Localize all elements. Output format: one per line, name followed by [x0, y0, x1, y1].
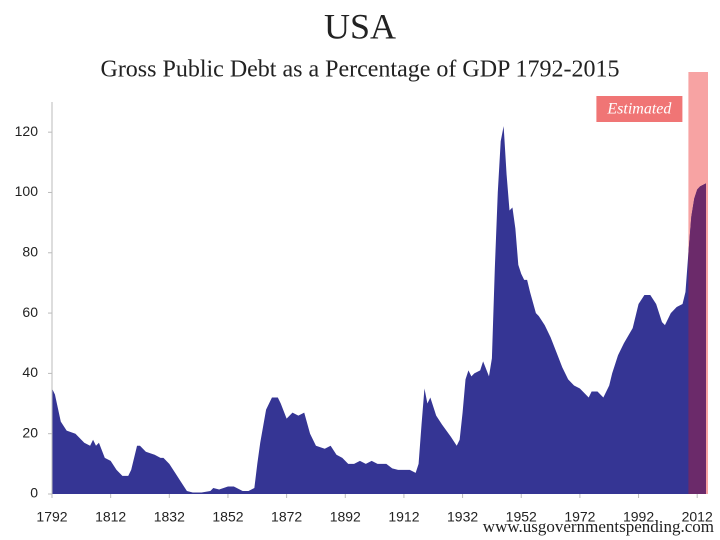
x-tick-label: 1852 [212, 509, 243, 525]
x-tick-label: 1952 [506, 509, 537, 525]
x-tick-label: 1992 [623, 509, 654, 525]
y-tick-label: 0 [30, 485, 38, 501]
x-tick-label: 2012 [682, 509, 713, 525]
y-tick-label: 80 [22, 243, 38, 259]
estimated-area [688, 183, 706, 494]
x-tick-label: 1832 [154, 509, 185, 525]
y-tick-label: 100 [15, 183, 39, 199]
x-tick-label: 1812 [95, 509, 126, 525]
y-tick-label: 120 [15, 123, 39, 139]
estimated-label-box [596, 96, 683, 122]
x-tick-label: 1872 [271, 509, 302, 525]
x-tick-label: 1792 [36, 509, 67, 525]
y-tick-label: 60 [22, 304, 38, 320]
chart-subtitle: Gross Public Debt as a Percentage of GDP… [100, 57, 619, 83]
y-tick-label: 20 [22, 424, 38, 440]
x-tick-label: 1972 [564, 509, 595, 525]
x-tick-label: 1892 [330, 509, 361, 525]
y-tick-label: 40 [22, 364, 38, 380]
chart-title: USA [324, 6, 396, 46]
x-tick-label: 1932 [447, 509, 478, 525]
area [52, 126, 706, 494]
estimated-label: Estimated [606, 101, 672, 118]
source: www.usgovernmentspending.com [483, 517, 714, 536]
x-tick-label: 1912 [388, 509, 419, 525]
